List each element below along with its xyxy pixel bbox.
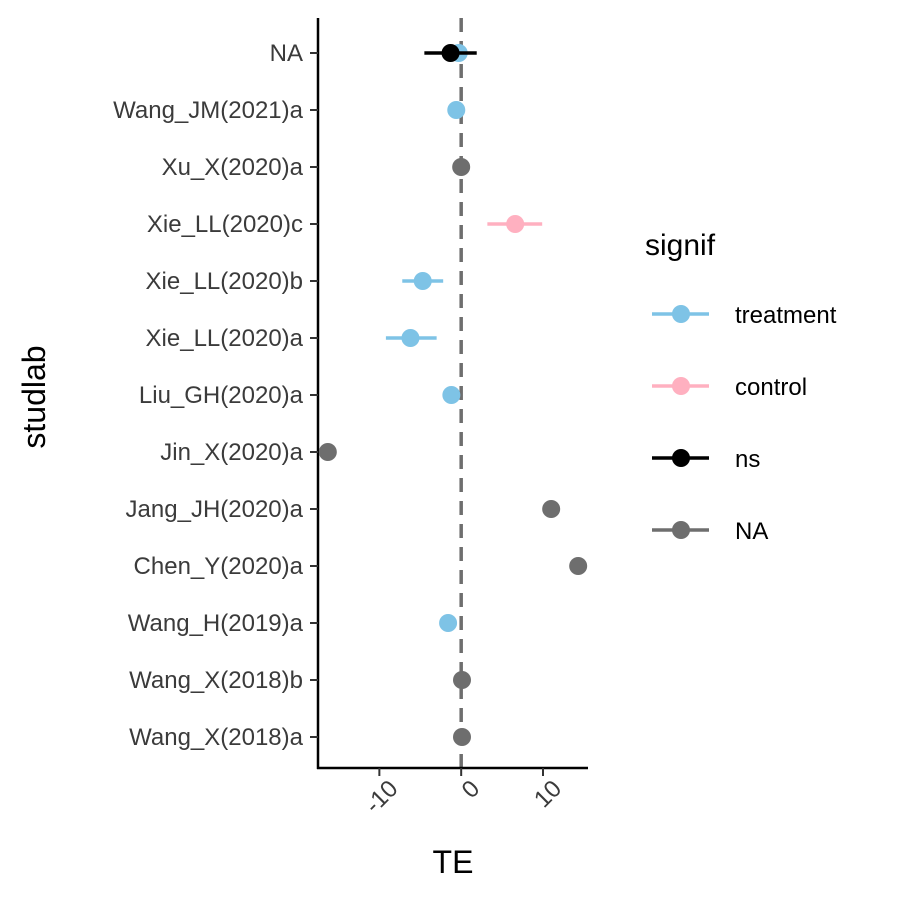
data-point (401, 329, 420, 347)
legend-key-point (672, 377, 690, 395)
data-point (453, 671, 471, 689)
y-tick-label: Chen_Y(2020)a (134, 553, 304, 580)
legend-key-point (672, 449, 690, 467)
data-point (452, 158, 471, 176)
legend-label: treatment (735, 302, 837, 329)
y-tick-label: Xu_X(2020)a (162, 154, 304, 181)
y-tick-label: Xie_LL(2020)b (146, 268, 303, 295)
y-tick-label: NA (270, 40, 303, 67)
data-point (542, 500, 561, 518)
y-tick-label: Wang_X(2018)a (129, 724, 304, 751)
legend-label: ns (735, 446, 760, 473)
data-point (439, 614, 458, 632)
y-tick-label: Wang_JM(2021)a (113, 97, 304, 124)
x-tick-label: 10 (529, 775, 567, 813)
legend-key-point (672, 305, 690, 323)
data-point (447, 101, 466, 119)
data-point (569, 557, 588, 575)
y-tick-label: Jin_X(2020)a (160, 439, 303, 466)
y-tick-label: Liu_GH(2020)a (139, 382, 304, 409)
y-tick-label: Wang_H(2019)a (128, 610, 304, 637)
data-point (318, 443, 337, 461)
x-axis-title: TE (433, 844, 474, 880)
y-tick-label: Wang_X(2018)b (129, 667, 303, 694)
y-tick-label: Xie_LL(2020)c (147, 211, 303, 238)
data-point (442, 386, 461, 404)
legend-label: control (735, 374, 807, 401)
legend-label: NA (735, 518, 768, 545)
data-point (453, 728, 471, 746)
y-tick-label: Xie_LL(2020)a (146, 325, 304, 352)
y-axis-title: studlab (16, 345, 52, 448)
data-point (506, 215, 525, 233)
data-point (413, 272, 432, 290)
legend: treatment control ns NA (652, 302, 837, 545)
y-tick-label: Jang_JH(2020)a (126, 496, 304, 523)
legend-key-point (672, 521, 690, 539)
legend-title: signif (645, 229, 716, 262)
x-tick-label: -10 (360, 775, 404, 819)
data-point (441, 44, 460, 62)
x-tick-label: 0 (457, 775, 486, 804)
